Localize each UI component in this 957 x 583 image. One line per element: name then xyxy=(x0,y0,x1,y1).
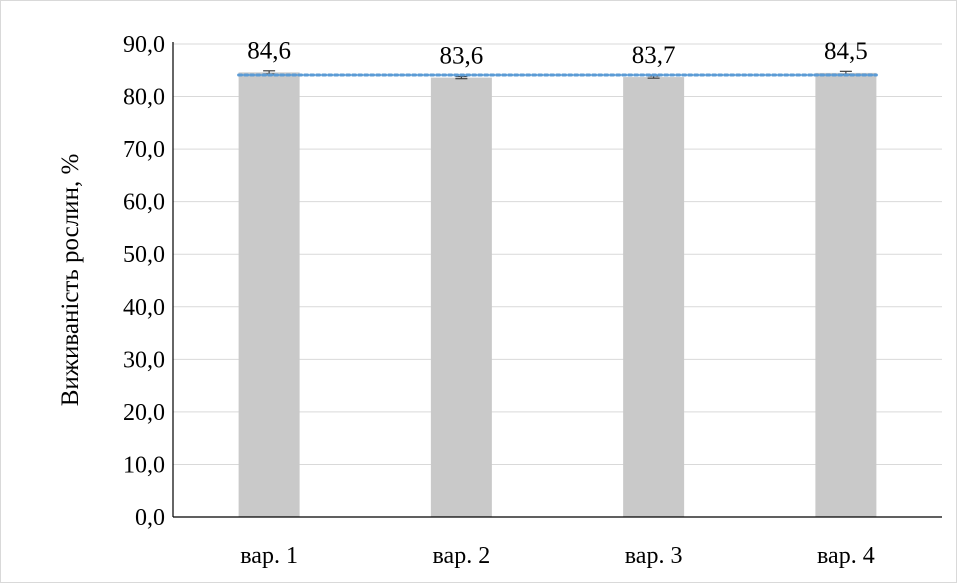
bar xyxy=(430,77,492,517)
x-tick-label: вар. 4 xyxy=(817,543,875,569)
y-tick-label: 0,0 xyxy=(135,505,165,531)
data-label: 83,7 xyxy=(632,42,676,69)
data-labels: 84,6 83,6 83,7 84,5 xyxy=(247,37,868,69)
data-label: 84,6 xyxy=(247,37,291,64)
bar xyxy=(623,77,685,518)
y-tick-labels: 0,0 10,0 20,0 30,0 40,0 50,0 60,0 70,0 80,0 90,0 xyxy=(123,32,165,531)
bars xyxy=(238,72,877,518)
y-tick-label: 60,0 xyxy=(123,190,165,216)
data-label: 84,5 xyxy=(824,38,868,65)
bar xyxy=(238,72,300,517)
y-tick-label: 70,0 xyxy=(123,137,165,163)
y-tick-label: 50,0 xyxy=(123,242,165,268)
y-tick-label: 80,0 xyxy=(123,85,165,111)
x-tick-label: вар. 3 xyxy=(625,543,683,569)
bar xyxy=(815,72,877,518)
x-tick-label: вар. 1 xyxy=(240,543,298,569)
gridlines xyxy=(173,43,942,465)
x-tick-label: вар. 2 xyxy=(433,543,491,569)
y-tick-label: 20,0 xyxy=(123,400,165,426)
y-axis-title: Виживаність рослин, % xyxy=(57,154,84,407)
x-tick-labels: вар. 1 вар. 2 вар. 3 вар. 4 xyxy=(240,543,874,569)
y-tick-label: 90,0 xyxy=(123,32,165,58)
y-tick-label: 30,0 xyxy=(123,347,165,373)
axes xyxy=(172,42,942,518)
y-tick-label: 40,0 xyxy=(123,295,165,321)
y-tick-label: 10,0 xyxy=(123,452,165,478)
data-label: 83,6 xyxy=(440,43,484,70)
